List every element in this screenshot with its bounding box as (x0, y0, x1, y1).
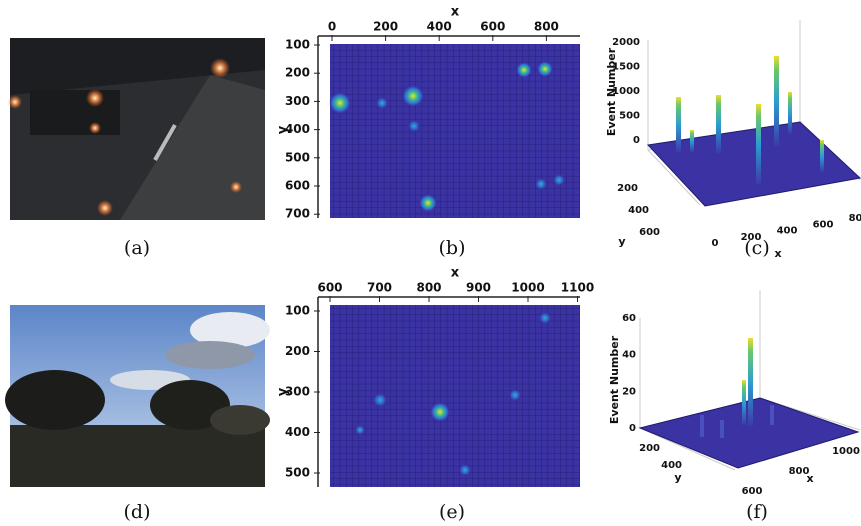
heatmap (330, 305, 580, 487)
x-tick-label: 1000 (511, 281, 544, 295)
tick-label: 1000 (612, 86, 640, 97)
x-tick-label: 1100 (561, 281, 594, 295)
y-tick-label: 200 (285, 344, 310, 358)
tick-label: 0 (629, 423, 636, 434)
tick-label: 1000 (832, 446, 860, 457)
y-tick-label: 100 (285, 38, 310, 52)
x-tick-label: 400 (427, 20, 452, 34)
axis-label: Event Number (608, 335, 621, 424)
y-tick-label: 200 (285, 66, 310, 80)
photo-night-road (8, 38, 265, 220)
y-tick-label: 500 (285, 150, 310, 164)
tick-label: 20 (622, 386, 636, 397)
axis-label: y (674, 471, 681, 484)
axis-label: x (774, 247, 781, 260)
surface-3d (648, 20, 860, 206)
panel-label: (f) (746, 501, 768, 523)
panel-label: (d) (124, 501, 151, 523)
figure: (a) x y (b) Event Number y x (c) (0, 0, 861, 526)
x-tick-label: 700 (367, 281, 392, 295)
axis-label: x (451, 5, 460, 20)
tick-label: 600 (813, 219, 834, 230)
y-tick-label: 300 (285, 94, 310, 108)
x-tick-label: 800 (534, 20, 559, 34)
tick-label: 500 (619, 111, 640, 122)
tick-label: 200 (639, 443, 660, 454)
x-tick-label: 0 (328, 20, 336, 34)
tick-label: 200 (617, 183, 638, 194)
tick-label: 600 (742, 486, 763, 497)
x-tick-label: 600 (317, 281, 342, 295)
photo-trees (5, 305, 270, 487)
tick-label: 800 (849, 213, 861, 224)
tick-label: 400 (628, 205, 649, 216)
y-tick-label: 700 (285, 207, 310, 221)
y-tick-label: 400 (285, 122, 310, 136)
x-tick-label: 900 (466, 281, 491, 295)
panel-label: (a) (124, 237, 150, 259)
tick-label: 40 (622, 350, 636, 361)
tick-label: 800 (789, 466, 810, 477)
y-tick-label: 300 (285, 385, 310, 399)
y-tick-label: 100 (285, 304, 310, 318)
heatmap (329, 44, 580, 218)
y-tick-label: 500 (285, 466, 310, 480)
panel-label: (b) (439, 237, 466, 259)
panel-label: (e) (439, 501, 465, 523)
axis-label: x (451, 266, 460, 281)
tick-label: 1500 (612, 62, 640, 73)
x-tick-label: 800 (416, 281, 441, 295)
tick-label: 0 (712, 238, 719, 249)
tick-label: 600 (639, 227, 660, 238)
tick-label: 0 (633, 135, 640, 146)
surface-3d (640, 290, 860, 470)
y-tick-label: 400 (285, 425, 310, 439)
tick-label: 200 (741, 232, 762, 243)
x-tick-label: 200 (373, 20, 398, 34)
tick-label: 400 (661, 460, 682, 471)
tick-label: 60 (622, 313, 636, 324)
x-tick-label: 600 (480, 20, 505, 34)
tick-label: 2000 (612, 37, 640, 48)
tick-label: 400 (777, 226, 798, 237)
axis-label: y (618, 235, 625, 248)
y-tick-label: 600 (285, 179, 310, 193)
